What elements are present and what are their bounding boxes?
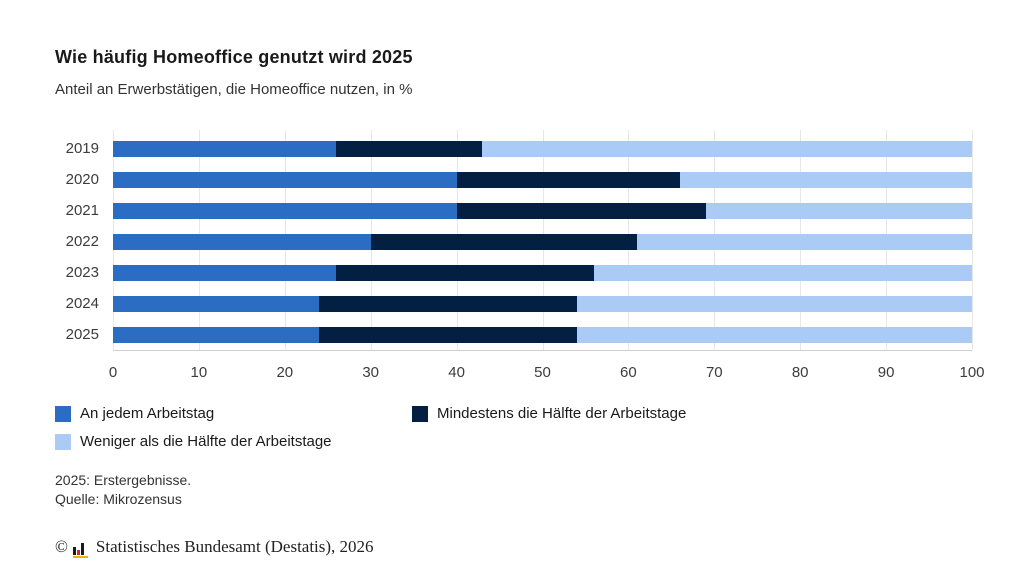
bar-segment-2023[interactable] bbox=[594, 265, 972, 281]
legend-item: An jedem Arbeitstag bbox=[55, 405, 412, 422]
logo-bar-black bbox=[72, 546, 76, 555]
bar-row-2019 bbox=[113, 141, 972, 157]
bar-segment-2020[interactable] bbox=[679, 172, 972, 188]
legend-label: Weniger als die Hälfte der Arbeitstage bbox=[80, 433, 332, 450]
bar-segment-2025[interactable] bbox=[113, 327, 320, 343]
footnote-line: 2025: Erstergebnisse. bbox=[55, 472, 192, 488]
y-axis-label-2019: 2019 bbox=[65, 140, 99, 157]
bar-segment-2024[interactable] bbox=[113, 296, 320, 312]
bar-segment-2021[interactable] bbox=[113, 203, 457, 219]
x-tick-label-0: 0 bbox=[108, 364, 118, 381]
chart-title: Wie häufig Homeoffice genutzt wird 2025 bbox=[55, 47, 413, 67]
x-tick-label-80: 80 bbox=[791, 364, 809, 381]
bar-segment-2024[interactable] bbox=[576, 296, 972, 312]
x-tick-label-50: 50 bbox=[534, 364, 551, 381]
x-tick-label-40: 40 bbox=[448, 364, 465, 381]
bar-row-2024 bbox=[113, 296, 972, 312]
copyright-symbol: © bbox=[55, 537, 68, 556]
x-tick-label-100: 100 bbox=[959, 364, 985, 381]
chart-legend: An jedem Arbeitstag Mindestens die Hälfte… bbox=[55, 405, 686, 450]
y-axis-label-2025: 2025 bbox=[65, 326, 99, 343]
bar-segment-2020[interactable] bbox=[113, 172, 457, 188]
x-tick-label-70: 70 bbox=[705, 364, 723, 381]
bar-row-2025 bbox=[113, 327, 972, 343]
bar-segment-2019[interactable] bbox=[482, 141, 972, 157]
legend-swatch-icon bbox=[412, 405, 428, 422]
legend-item: Weniger als die Hälfte der Arbeitstage bbox=[55, 433, 412, 450]
bar-segment-2022[interactable] bbox=[370, 234, 637, 250]
x-tick-label-30: 30 bbox=[362, 364, 380, 381]
logo-bar-red bbox=[76, 549, 80, 555]
x-tick-label-60: 60 bbox=[620, 364, 637, 381]
legend-swatch-icon bbox=[55, 405, 71, 422]
copyright-text: Statistisches Bundesamt (Destatis), 2026 bbox=[95, 537, 374, 556]
chart-subtitle: Anteil an Erwerbstätigen, die Homeoffice… bbox=[55, 81, 413, 98]
x-tick-label-20: 20 bbox=[276, 364, 294, 381]
bar-row-2023 bbox=[113, 265, 972, 281]
chart-footnotes: 2025: Erstergebnisse. Quelle: Mikrozensu… bbox=[55, 471, 191, 508]
bar-segment-2023[interactable] bbox=[113, 265, 337, 281]
plot-area: 0 10 20 30 40 50 60 70 80 90 100 2019 2020 2021 2022 20… bbox=[66, 130, 985, 381]
destatis-logo-icon bbox=[72, 540, 90, 558]
bar-segment-2020[interactable] bbox=[456, 172, 680, 188]
footnote-line: Quelle: Mikrozensus bbox=[55, 490, 182, 507]
legend-label: An jedem Arbeitstag bbox=[80, 405, 215, 422]
bar-segment-2024[interactable] bbox=[319, 296, 577, 312]
y-axis-label-2023: 2023 bbox=[65, 264, 99, 281]
legend-swatch-icon bbox=[55, 433, 71, 450]
bar-segment-2025[interactable] bbox=[576, 327, 972, 343]
bar-segment-2023[interactable] bbox=[336, 265, 595, 281]
bar-segment-2021[interactable] bbox=[705, 203, 972, 219]
bar-segment-2019[interactable] bbox=[336, 141, 483, 157]
gridline-x-100 bbox=[972, 130, 973, 350]
x-tick-label-90: 90 bbox=[877, 364, 895, 381]
bar-row-2022 bbox=[113, 234, 972, 250]
logo-bar-black bbox=[80, 542, 84, 555]
legend-item: Mindestens die Hälfte der Arbeitstage bbox=[412, 405, 686, 422]
x-tick-label-10: 10 bbox=[190, 364, 208, 381]
logo-gold-baseline bbox=[72, 555, 88, 558]
bar-segment-2022[interactable] bbox=[636, 234, 972, 250]
bar-row-2021 bbox=[113, 203, 972, 219]
y-axis-label-2024: 2024 bbox=[65, 295, 99, 312]
copyright-line: © Statistisches Bundesamt (Destatis), 20… bbox=[55, 537, 374, 558]
bar-row-2020 bbox=[113, 172, 972, 188]
bar-segment-2025[interactable] bbox=[319, 327, 577, 343]
y-axis-label-2020: 2020 bbox=[65, 171, 99, 188]
bar-segment-2021[interactable] bbox=[456, 203, 706, 219]
legend-label: Mindestens die Hälfte der Arbeitstage bbox=[437, 405, 687, 422]
bar-segment-2019[interactable] bbox=[113, 141, 337, 157]
y-axis-label-2022: 2022 bbox=[65, 233, 99, 250]
bar-segment-2022[interactable] bbox=[113, 234, 371, 250]
y-axis-label-2021: 2021 bbox=[65, 202, 99, 219]
